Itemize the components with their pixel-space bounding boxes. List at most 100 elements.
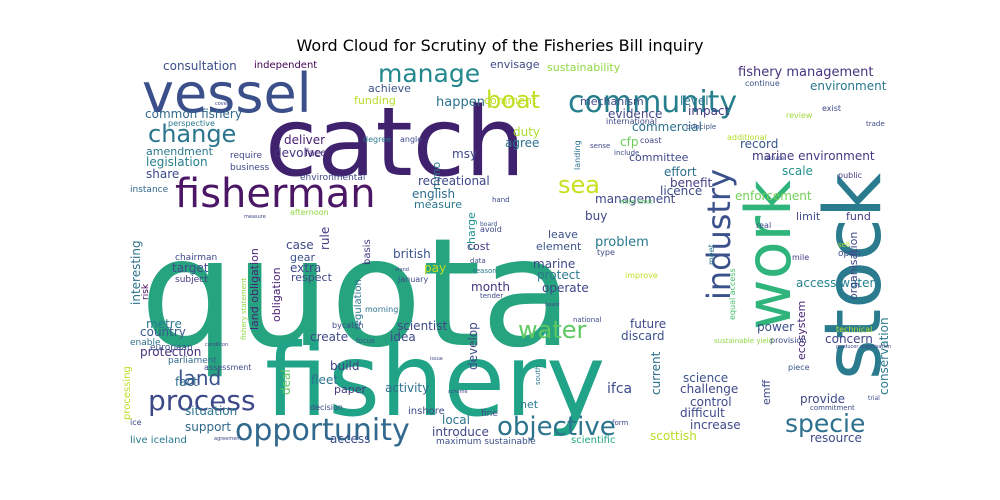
word-measure: measure bbox=[414, 198, 462, 211]
word-rule: rule bbox=[318, 227, 332, 250]
word-funding: funding bbox=[354, 94, 396, 107]
word-common-fishery: common fishery bbox=[145, 107, 242, 121]
word-develop: develop bbox=[466, 322, 480, 370]
word-happen: happen bbox=[436, 95, 485, 110]
word-type: type bbox=[597, 248, 615, 257]
word-element: element bbox=[536, 240, 582, 253]
word-net: net bbox=[520, 398, 539, 411]
word-stand: stand bbox=[395, 267, 409, 273]
word-assessment: assessment bbox=[204, 363, 251, 372]
word-protection: protection bbox=[140, 345, 201, 359]
word-live-iceland: live iceland bbox=[130, 435, 187, 446]
word-land: land bbox=[178, 366, 221, 390]
chart-title: Word Cloud for Scrutiny of the Fisheries… bbox=[296, 36, 704, 55]
word-exist: exist bbox=[822, 104, 841, 113]
word-vessel: vessel bbox=[142, 62, 312, 125]
word-national: national bbox=[573, 316, 601, 324]
word-organisation: organisation bbox=[847, 232, 860, 300]
word-achieve: achieve bbox=[368, 82, 411, 95]
word-face: face bbox=[305, 148, 326, 159]
word-metre: metre bbox=[146, 317, 182, 331]
word-equal-access: equal access bbox=[728, 268, 737, 320]
word-focus: focus bbox=[356, 337, 375, 345]
word-regulation: regulation bbox=[353, 279, 364, 330]
word-impact: impact bbox=[688, 104, 730, 118]
word-risk: risk bbox=[141, 283, 151, 300]
word-legislation: legislation bbox=[146, 155, 208, 169]
word-difficult: difficult bbox=[680, 406, 725, 420]
word-agree: agree bbox=[505, 136, 539, 150]
word-scientific: scientific bbox=[571, 435, 615, 446]
word-ecosystem: ecosystem bbox=[795, 301, 808, 360]
word-maximum-sustainable: maximum sustainable bbox=[436, 437, 536, 447]
word-idea: idea bbox=[390, 330, 416, 344]
word-south: south bbox=[534, 365, 542, 385]
word-emff: emff bbox=[760, 380, 773, 405]
word-fund: fund bbox=[846, 210, 871, 223]
word-power: power bbox=[757, 320, 794, 334]
word-science: science bbox=[683, 371, 728, 385]
word-pay: pay bbox=[424, 261, 446, 275]
word-problem: problem bbox=[595, 235, 649, 250]
word-hand: hand bbox=[492, 196, 510, 204]
word-effort: effort bbox=[664, 165, 697, 179]
word-comment: comment bbox=[484, 94, 537, 107]
word-target: target bbox=[172, 261, 209, 275]
word-charge: charge bbox=[465, 212, 478, 250]
word-scheme: scheme bbox=[448, 389, 468, 395]
word-access: access bbox=[330, 432, 370, 446]
word-concern: concern bbox=[825, 332, 873, 346]
word-deliver: deliver bbox=[284, 133, 325, 147]
word-landing: landing bbox=[573, 140, 582, 170]
word-open: open bbox=[838, 249, 860, 259]
word-benefit: benefit bbox=[670, 176, 713, 190]
word-condition: condition bbox=[205, 342, 228, 348]
word-support: support bbox=[185, 420, 231, 434]
word-marine-environment: marine environment bbox=[752, 149, 875, 163]
word-environmental: environmental bbox=[300, 173, 365, 183]
word-future: future bbox=[630, 317, 666, 331]
word-cost: cost bbox=[467, 240, 491, 253]
word-technical: technical bbox=[836, 325, 872, 334]
word-evidence: evidence bbox=[608, 107, 662, 121]
word-process: process bbox=[148, 384, 256, 417]
word-international: international bbox=[606, 117, 657, 126]
word-fine: fine bbox=[481, 409, 498, 419]
word-build: build bbox=[330, 359, 360, 373]
word-reason: reason bbox=[473, 267, 497, 275]
word-control: control bbox=[690, 395, 732, 409]
word-respect: respect bbox=[291, 271, 333, 284]
word-issue: issue bbox=[430, 356, 443, 362]
word-provision: provision bbox=[770, 336, 806, 345]
word-activity: activity bbox=[385, 381, 429, 395]
word-bycatch: bycatch bbox=[332, 321, 364, 330]
word-land-obligation: land obligation bbox=[248, 248, 261, 330]
word-level: level bbox=[680, 94, 709, 108]
word-gear: gear bbox=[290, 251, 315, 264]
word-business: business bbox=[230, 163, 270, 173]
word-chairman: chairman bbox=[175, 253, 217, 263]
word-leave: leave bbox=[548, 228, 578, 241]
word-share: share bbox=[146, 167, 179, 181]
word-producer-organisation: producer organisation bbox=[836, 344, 891, 350]
word-fishery: fishery bbox=[265, 322, 605, 439]
word-ice: ice bbox=[130, 418, 142, 427]
word-fishery-management: fishery management bbox=[738, 65, 873, 80]
word-perspective: perspective bbox=[168, 119, 215, 128]
word-specie: specie bbox=[785, 409, 865, 438]
word-trial: trial bbox=[868, 395, 880, 402]
word-parliament: parliament bbox=[168, 356, 217, 366]
word-ifca: ifca bbox=[607, 381, 632, 397]
word-enforcement: enforcement bbox=[735, 189, 812, 203]
word-obligation: obligation bbox=[270, 267, 283, 322]
word-mile-limit: mile limit bbox=[620, 198, 653, 206]
word-british: british bbox=[393, 247, 431, 261]
word-licence: licence bbox=[660, 184, 702, 198]
word-boat: boat bbox=[486, 86, 540, 114]
word-introduce: introduce bbox=[432, 425, 489, 439]
word-envisage: envisage bbox=[490, 58, 540, 71]
word-duty: duty bbox=[513, 125, 540, 139]
word-scientist: scientist bbox=[397, 319, 447, 333]
word-current: current bbox=[649, 351, 663, 395]
word-interesting: interesting bbox=[129, 240, 143, 305]
